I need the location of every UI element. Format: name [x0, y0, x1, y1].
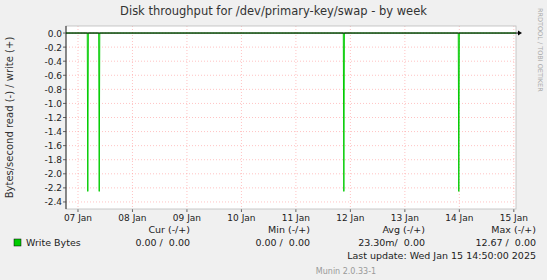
series-line — [66, 33, 516, 191]
y-tick-label: -1.2 — [44, 113, 62, 123]
y-tick — [63, 201, 66, 202]
chart: Disk throughput for /dev/primary-key/swa… — [0, 0, 547, 280]
y-tick-label: -0.4 — [44, 57, 62, 67]
y-grid-line — [66, 159, 516, 160]
y-grid-line — [66, 47, 516, 48]
y-tick-label: -1.0 — [44, 99, 62, 109]
y-tick — [63, 117, 66, 118]
y-tick-label: 0.0 — [48, 29, 63, 39]
y-tick-label: -2.2 — [44, 183, 62, 193]
y-tick-label: -2.0 — [44, 169, 62, 179]
x-tick — [404, 209, 405, 212]
x-axis-arrow — [518, 31, 522, 36]
summary-cell: 0.00 / 0.00 — [135, 237, 190, 248]
title: Disk throughput for /dev/primary-key/swa… — [120, 4, 427, 18]
y-tick — [63, 159, 66, 160]
y-tick-label: -2.4 — [44, 197, 62, 207]
footer: Munin 2.0.33-1 — [316, 267, 376, 276]
x-tick-label: 11 Jan — [282, 213, 310, 223]
x-tick-label: 10 Jan — [227, 213, 255, 223]
y-grid-line — [66, 89, 516, 90]
x-tick-label: 13 Jan — [391, 213, 419, 223]
x-grid-line — [186, 26, 187, 209]
y-tick — [63, 103, 66, 104]
y-tick-label: -1.8 — [44, 155, 62, 165]
x-axis — [66, 33, 518, 34]
x-grid-line — [513, 26, 514, 209]
y-tick — [63, 131, 66, 132]
plot-frame — [66, 26, 516, 209]
x-tick — [77, 209, 78, 212]
x-tick — [241, 209, 242, 212]
summary-header: Min (-/+) — [268, 224, 310, 235]
y-tick — [63, 187, 66, 188]
x-tick-label: 07 Jan — [64, 213, 92, 223]
y-tick-label: -1.6 — [44, 141, 62, 151]
y-grid-line — [66, 131, 516, 132]
y-grid-line — [66, 145, 516, 146]
y-grid-line — [66, 117, 516, 118]
y-tick-label: -0.2 — [44, 43, 62, 53]
x-tick-label: 08 Jan — [118, 213, 146, 223]
summary-cell: 12.67 / 0.00 — [475, 237, 536, 248]
x-grid-line — [77, 26, 78, 209]
summary-header: Max (-/+) — [491, 224, 536, 235]
plot-area — [66, 26, 516, 209]
data — [66, 33, 516, 191]
x-tick-label: 15 Jan — [500, 213, 528, 223]
y-tick-label: -1.4 — [44, 127, 62, 137]
legend-label: Write Bytes — [26, 237, 81, 248]
y-axis — [66, 26, 67, 209]
x-grid-line — [350, 26, 351, 209]
y-grid-line — [66, 187, 516, 188]
y-grid-line — [66, 173, 516, 174]
summary-cell: 0.00 / 0.00 — [255, 237, 310, 248]
y-grid-line — [66, 103, 516, 104]
x-tick — [132, 209, 133, 212]
summary-cell: 23.30m/ 0.00 — [358, 237, 425, 248]
y-tick — [63, 61, 66, 62]
background — [0, 0, 547, 280]
y-tick — [63, 173, 66, 174]
x-tick-label: 14 Jan — [445, 213, 473, 223]
x-tick — [350, 209, 351, 212]
y-tick-label: -0.6 — [44, 71, 62, 81]
y-tick — [63, 33, 66, 34]
x-tick-label: 09 Jan — [173, 213, 201, 223]
watermark: RRDTOOL / TOBI OETIKER — [536, 8, 544, 92]
x-tick-label: 12 Jan — [336, 213, 364, 223]
y-grid-line — [66, 61, 516, 62]
x-grid-line — [132, 26, 133, 209]
y-grid-line — [66, 201, 516, 202]
y-tick — [63, 47, 66, 48]
y-axis-label: Bytes/second read (-) / write (+) — [4, 37, 15, 199]
legend-swatch — [14, 239, 21, 246]
y-tick — [63, 145, 66, 146]
x-tick — [459, 209, 460, 212]
grid — [63, 26, 516, 212]
x-tick — [513, 209, 514, 212]
x-grid-line — [404, 26, 405, 209]
y-tick — [63, 75, 66, 76]
summary-header: Avg (-/+) — [382, 224, 425, 235]
x-tick — [295, 209, 296, 212]
x-grid-line — [241, 26, 242, 209]
last-update: Last update: Wed Jan 15 14:50:00 2025 — [347, 250, 536, 261]
summary-header: Cur (-/+) — [148, 224, 190, 235]
x-grid-line — [295, 26, 296, 209]
y-grid-line — [66, 75, 516, 76]
x-tick — [186, 209, 187, 212]
y-tick — [63, 89, 66, 90]
y-tick-label: -0.8 — [44, 85, 62, 95]
